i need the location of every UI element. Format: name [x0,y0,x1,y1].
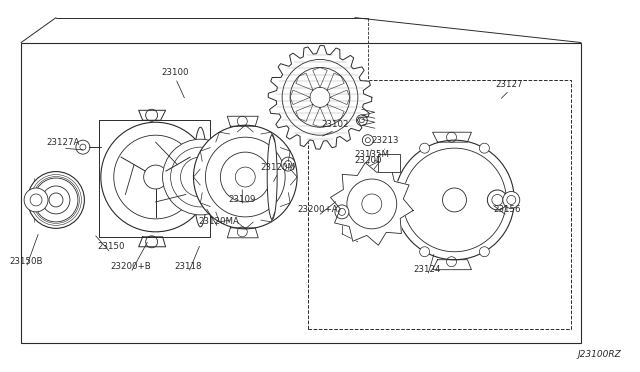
Circle shape [163,139,238,215]
Polygon shape [268,45,372,149]
Text: 23102: 23102 [321,120,349,129]
Ellipse shape [267,135,277,219]
Bar [378,154,400,172]
Text: 23200: 23200 [354,155,381,164]
Text: 23127: 23127 [495,80,523,89]
Text: 23135M: 23135M [355,150,389,158]
Circle shape [282,60,358,135]
Text: 23120MA: 23120MA [198,217,239,227]
Text: 23200+A: 23200+A [298,205,339,214]
Text: 23120M: 23120M [260,163,296,171]
Text: 23124: 23124 [414,265,442,274]
Circle shape [395,140,515,260]
Circle shape [143,165,168,189]
Text: 23200+B: 23200+B [110,262,151,271]
Circle shape [362,135,373,146]
Text: 23118: 23118 [175,262,202,271]
Circle shape [101,122,211,232]
Polygon shape [330,163,413,245]
Circle shape [420,143,429,153]
Circle shape [281,157,295,171]
Circle shape [503,192,520,208]
Circle shape [479,143,490,153]
Circle shape [24,188,48,212]
Bar [308,80,571,330]
Text: J23100RZ: J23100RZ [577,350,621,359]
Text: 23109: 23109 [228,195,256,205]
Text: 23127A: 23127A [46,138,79,147]
Ellipse shape [193,127,207,227]
Text: 23156: 23156 [493,205,521,214]
Circle shape [488,190,508,210]
Text: 23213: 23213 [371,136,399,145]
Text: 23150B: 23150B [10,257,43,266]
Circle shape [356,115,367,126]
Circle shape [28,171,84,228]
Circle shape [479,247,490,257]
Text: 23100: 23100 [162,68,189,77]
Circle shape [420,247,429,257]
Circle shape [335,205,349,219]
Text: 23150: 23150 [97,242,125,251]
Circle shape [310,87,330,107]
Circle shape [347,179,397,229]
Bar [21,42,581,343]
Circle shape [193,125,297,229]
Polygon shape [99,120,211,237]
Circle shape [220,152,270,202]
